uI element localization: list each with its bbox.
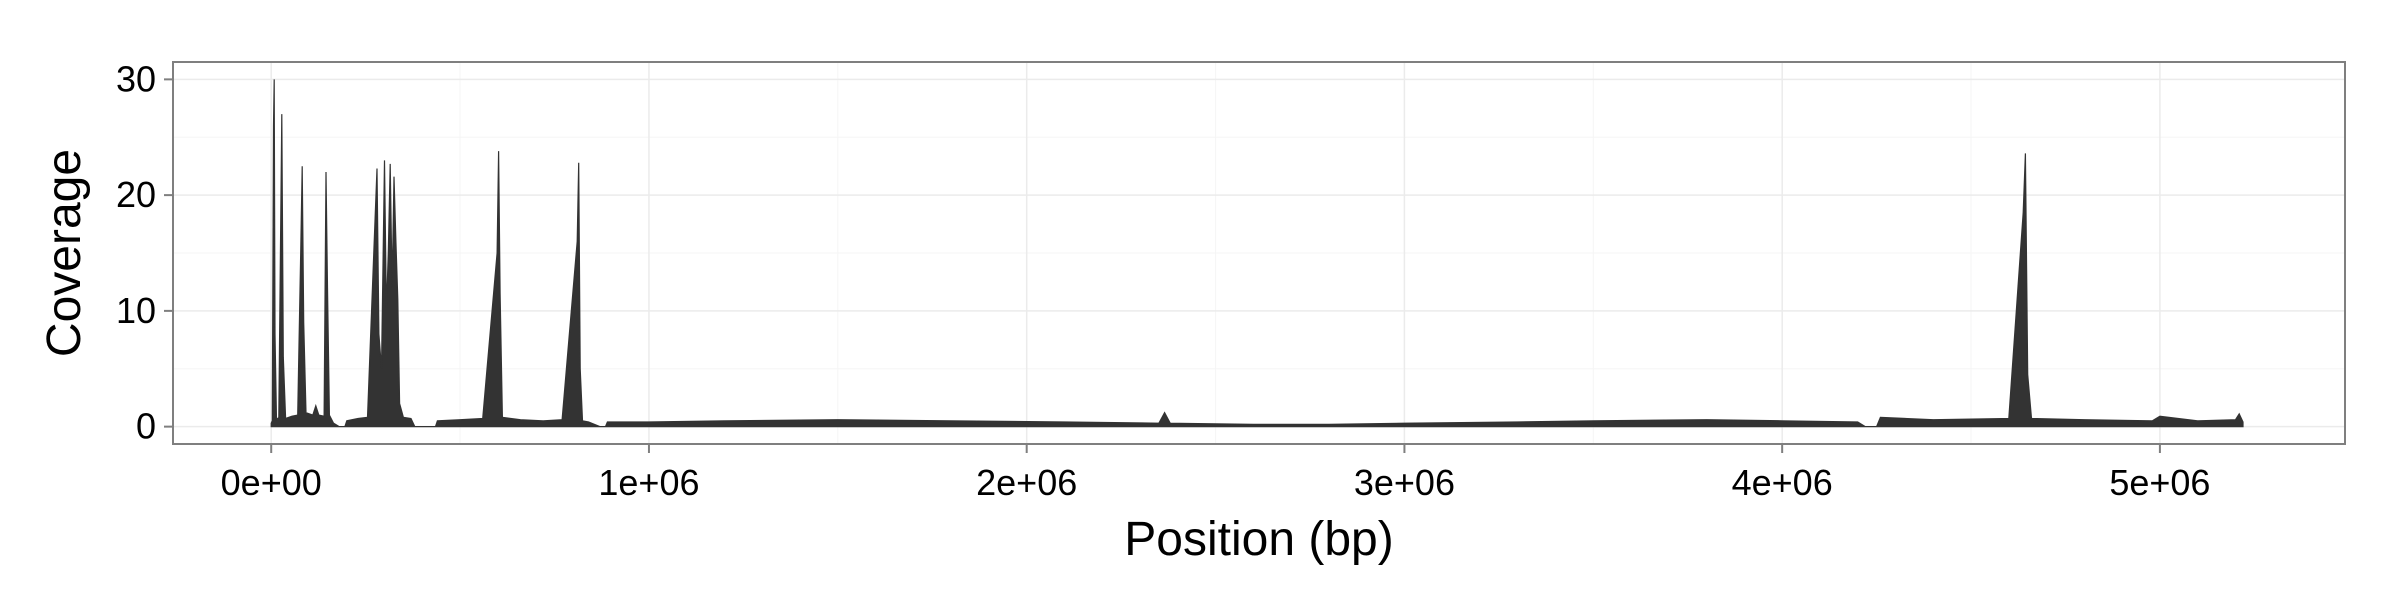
plot-panel-border [172, 61, 2346, 445]
x-tick-label: 2e+06 [976, 462, 1077, 503]
y-tick-label: 10 [116, 290, 156, 331]
y-tick-label: 20 [116, 174, 156, 215]
x-tick-label: 4e+06 [1732, 462, 1833, 503]
coverage-series [270, 79, 2244, 428]
x-tick-label: 5e+06 [2109, 462, 2210, 503]
x-tick-label: 1e+06 [598, 462, 699, 503]
x-tick-label: 3e+06 [1354, 462, 1455, 503]
x-axis-title: Position (bp) [1124, 513, 1393, 566]
data-layer [270, 79, 2244, 428]
axis-layer: 0e+00 1e+06 2e+06 3e+06 4e+06 5e+06 0 10 20 30 [116, 58, 2211, 503]
y-tick-label: 30 [116, 58, 156, 99]
y-axis-title: Coverage [38, 149, 91, 357]
x-tick-label: 0e+00 [221, 462, 322, 503]
y-tick-label: 0 [136, 406, 156, 447]
